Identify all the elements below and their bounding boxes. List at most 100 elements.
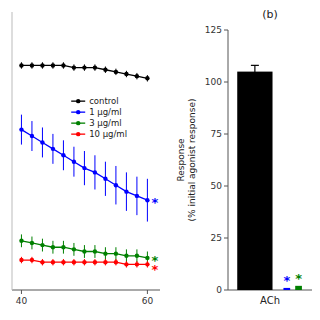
legend-marker bbox=[76, 121, 80, 125]
point bbox=[30, 241, 34, 245]
point bbox=[82, 166, 86, 170]
y-axis-label-line: (% initial agonist response) bbox=[187, 99, 197, 222]
y-tick-label: 25 bbox=[211, 233, 222, 243]
point bbox=[61, 63, 65, 67]
bar bbox=[237, 72, 272, 290]
point bbox=[40, 243, 44, 247]
point bbox=[51, 260, 55, 264]
x-tick bbox=[21, 290, 22, 294]
point bbox=[145, 76, 149, 80]
series bbox=[19, 62, 149, 81]
x-tick bbox=[147, 290, 148, 294]
point bbox=[124, 189, 128, 193]
y-tick-label: 75 bbox=[211, 129, 222, 139]
y-tick-label: 125 bbox=[205, 25, 222, 35]
point bbox=[61, 153, 65, 157]
annotation: * bbox=[295, 271, 302, 286]
point bbox=[135, 254, 139, 258]
y-tick bbox=[224, 30, 228, 31]
plot-area bbox=[19, 62, 149, 267]
y-tick bbox=[224, 186, 228, 187]
error-bar bbox=[251, 65, 259, 77]
point bbox=[114, 251, 118, 255]
y-axis-label: Response(% initial agonist response) bbox=[176, 99, 197, 222]
point bbox=[30, 134, 34, 138]
point bbox=[114, 260, 118, 264]
point bbox=[19, 258, 23, 262]
y-tick bbox=[224, 238, 228, 239]
legend: control1 μg/ml3 μg/ml10 μg/ml bbox=[71, 96, 127, 139]
annotation: * bbox=[151, 195, 158, 210]
bar bbox=[295, 286, 302, 290]
point bbox=[72, 260, 76, 264]
panel-b: (b) Response(% initial agonist response) 0… bbox=[176, 8, 312, 306]
bar bbox=[283, 288, 290, 290]
point bbox=[82, 260, 86, 264]
point bbox=[51, 245, 55, 249]
point bbox=[93, 249, 97, 253]
annotation: * bbox=[151, 262, 158, 277]
line bbox=[21, 241, 147, 258]
error-bar-cap bbox=[251, 77, 259, 78]
point bbox=[135, 74, 139, 78]
point bbox=[93, 65, 97, 69]
point bbox=[124, 262, 128, 266]
panel-a: 4060*** bbox=[12, 12, 160, 306]
point bbox=[19, 127, 23, 131]
plot-area bbox=[237, 65, 302, 290]
title: (b) bbox=[262, 8, 278, 21]
point bbox=[135, 262, 139, 266]
legend-label: control bbox=[89, 96, 118, 106]
y-axis-label-line: Response bbox=[176, 138, 186, 182]
y-tick bbox=[224, 290, 228, 291]
point bbox=[145, 198, 149, 202]
y-tick-label: 100 bbox=[205, 77, 222, 87]
error-bar-stem bbox=[254, 65, 255, 77]
y-tick bbox=[224, 134, 228, 135]
point bbox=[103, 177, 107, 181]
y-tick-label: 0 bbox=[216, 285, 222, 295]
point bbox=[114, 183, 118, 187]
point bbox=[103, 260, 107, 264]
point bbox=[51, 63, 55, 67]
point bbox=[145, 256, 149, 260]
y-tick bbox=[224, 82, 228, 83]
point bbox=[40, 63, 44, 67]
line bbox=[21, 65, 147, 78]
legend-label: 10 μg/ml bbox=[89, 129, 127, 139]
point bbox=[19, 63, 23, 67]
x-tick-label: 40 bbox=[16, 296, 28, 306]
point bbox=[103, 251, 107, 255]
point bbox=[61, 245, 65, 249]
point bbox=[72, 247, 76, 251]
legend-label: 3 μg/ml bbox=[89, 118, 121, 128]
point bbox=[40, 260, 44, 264]
point bbox=[93, 260, 97, 264]
x-tick-label: ACh bbox=[260, 295, 280, 306]
point bbox=[114, 70, 118, 74]
point bbox=[145, 262, 149, 266]
line bbox=[21, 130, 147, 201]
point bbox=[72, 65, 76, 69]
x-tick-label: 60 bbox=[142, 296, 154, 306]
point bbox=[40, 140, 44, 144]
point bbox=[135, 194, 139, 198]
annotation: * bbox=[283, 273, 290, 288]
point bbox=[61, 260, 65, 264]
point bbox=[30, 258, 34, 262]
point bbox=[30, 63, 34, 67]
chart: 40 60 * * * control1 μg/ml3 μg/ml10 μg/ml (b) R… bbox=[0, 0, 320, 320]
point bbox=[93, 170, 97, 174]
point bbox=[124, 254, 128, 258]
point bbox=[103, 68, 107, 72]
x-axis-line bbox=[12, 290, 160, 291]
legend-marker bbox=[76, 132, 80, 136]
point bbox=[19, 239, 23, 243]
legend-marker bbox=[76, 110, 80, 114]
point bbox=[51, 147, 55, 151]
error-bar-cap bbox=[251, 65, 259, 66]
point bbox=[124, 72, 128, 76]
point bbox=[82, 249, 86, 253]
legend-marker bbox=[76, 99, 80, 103]
y-axis-line bbox=[12, 12, 13, 290]
